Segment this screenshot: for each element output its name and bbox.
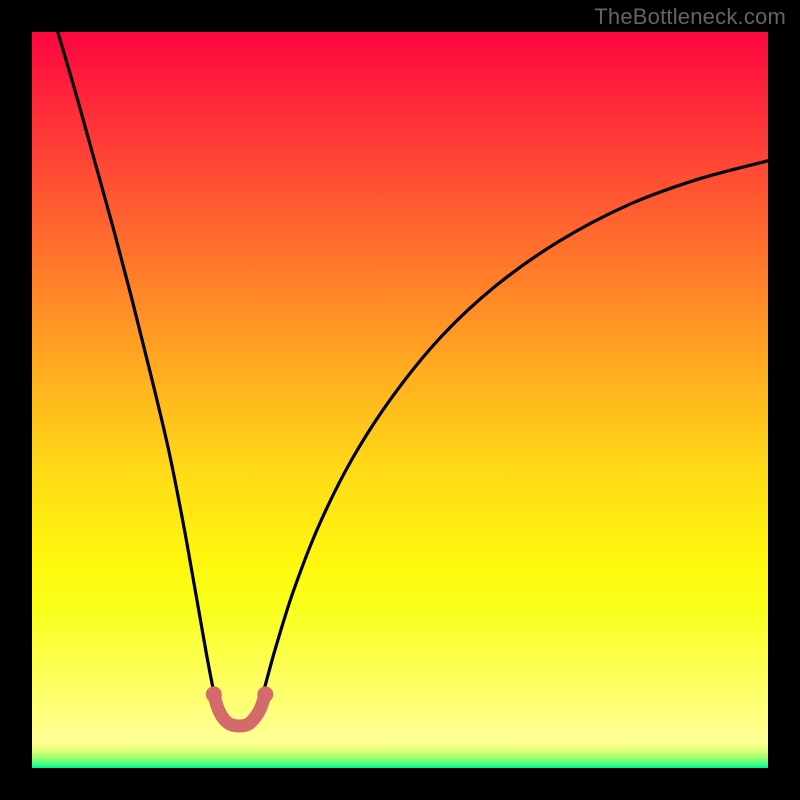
chart-stage: TheBottleneck.com xyxy=(0,0,800,800)
bottleneck-chart xyxy=(0,0,800,800)
gradient-background xyxy=(32,32,768,768)
watermark-text: TheBottleneck.com xyxy=(594,4,786,30)
optimal-range-dot-left xyxy=(206,686,222,702)
optimal-range-dot-right xyxy=(257,686,273,702)
